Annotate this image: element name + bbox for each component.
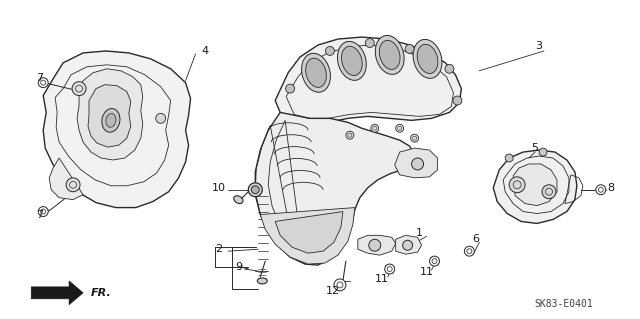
Ellipse shape <box>301 53 330 92</box>
Text: 12: 12 <box>326 286 340 296</box>
Circle shape <box>453 96 462 105</box>
Circle shape <box>412 158 424 170</box>
Circle shape <box>465 246 474 256</box>
Text: 10: 10 <box>211 183 225 193</box>
Circle shape <box>539 148 547 156</box>
Polygon shape <box>49 158 83 200</box>
Ellipse shape <box>257 278 268 284</box>
Circle shape <box>371 124 379 132</box>
Circle shape <box>411 134 419 142</box>
Text: 11: 11 <box>420 267 433 277</box>
Ellipse shape <box>102 108 120 132</box>
Circle shape <box>445 64 454 73</box>
Text: 6: 6 <box>472 234 479 244</box>
Polygon shape <box>358 235 396 255</box>
Text: 1: 1 <box>416 228 423 238</box>
Circle shape <box>596 185 605 195</box>
Text: 7: 7 <box>36 73 43 83</box>
Ellipse shape <box>106 114 116 127</box>
Ellipse shape <box>375 35 404 74</box>
Circle shape <box>248 183 262 197</box>
Polygon shape <box>396 235 422 254</box>
Text: 11: 11 <box>375 274 388 284</box>
Circle shape <box>346 131 354 139</box>
Polygon shape <box>31 281 83 305</box>
Polygon shape <box>513 164 557 205</box>
Ellipse shape <box>413 40 442 78</box>
Ellipse shape <box>234 196 243 204</box>
Polygon shape <box>255 112 415 265</box>
Circle shape <box>66 178 80 192</box>
Circle shape <box>365 39 374 48</box>
Polygon shape <box>44 51 191 208</box>
Circle shape <box>429 256 440 266</box>
Ellipse shape <box>417 44 438 73</box>
Circle shape <box>285 84 294 93</box>
Circle shape <box>405 45 414 53</box>
Circle shape <box>334 279 346 291</box>
Text: 9: 9 <box>235 262 242 272</box>
Ellipse shape <box>306 58 326 87</box>
Ellipse shape <box>337 41 366 80</box>
Circle shape <box>156 114 166 123</box>
Polygon shape <box>395 148 438 178</box>
Circle shape <box>369 239 381 251</box>
Circle shape <box>396 124 404 132</box>
Circle shape <box>38 78 48 88</box>
Circle shape <box>72 82 86 96</box>
Circle shape <box>385 264 395 274</box>
Circle shape <box>403 240 413 250</box>
Text: 3: 3 <box>536 41 543 51</box>
Circle shape <box>38 207 48 217</box>
Circle shape <box>252 186 259 194</box>
Polygon shape <box>275 211 343 253</box>
Text: 2: 2 <box>215 244 222 254</box>
Text: 7: 7 <box>36 210 43 219</box>
Polygon shape <box>88 85 131 147</box>
Ellipse shape <box>380 40 400 70</box>
Ellipse shape <box>342 46 362 76</box>
Circle shape <box>326 47 335 56</box>
Text: SK83-E0401: SK83-E0401 <box>534 299 593 309</box>
Circle shape <box>509 177 525 193</box>
Polygon shape <box>275 37 461 124</box>
Text: FR.: FR. <box>91 288 112 298</box>
Polygon shape <box>493 150 577 223</box>
Text: 4: 4 <box>202 46 209 56</box>
Polygon shape <box>77 69 143 160</box>
Text: 5: 5 <box>532 143 539 153</box>
Circle shape <box>505 154 513 162</box>
Polygon shape <box>260 208 355 264</box>
Circle shape <box>542 185 556 199</box>
Text: 8: 8 <box>607 183 614 193</box>
